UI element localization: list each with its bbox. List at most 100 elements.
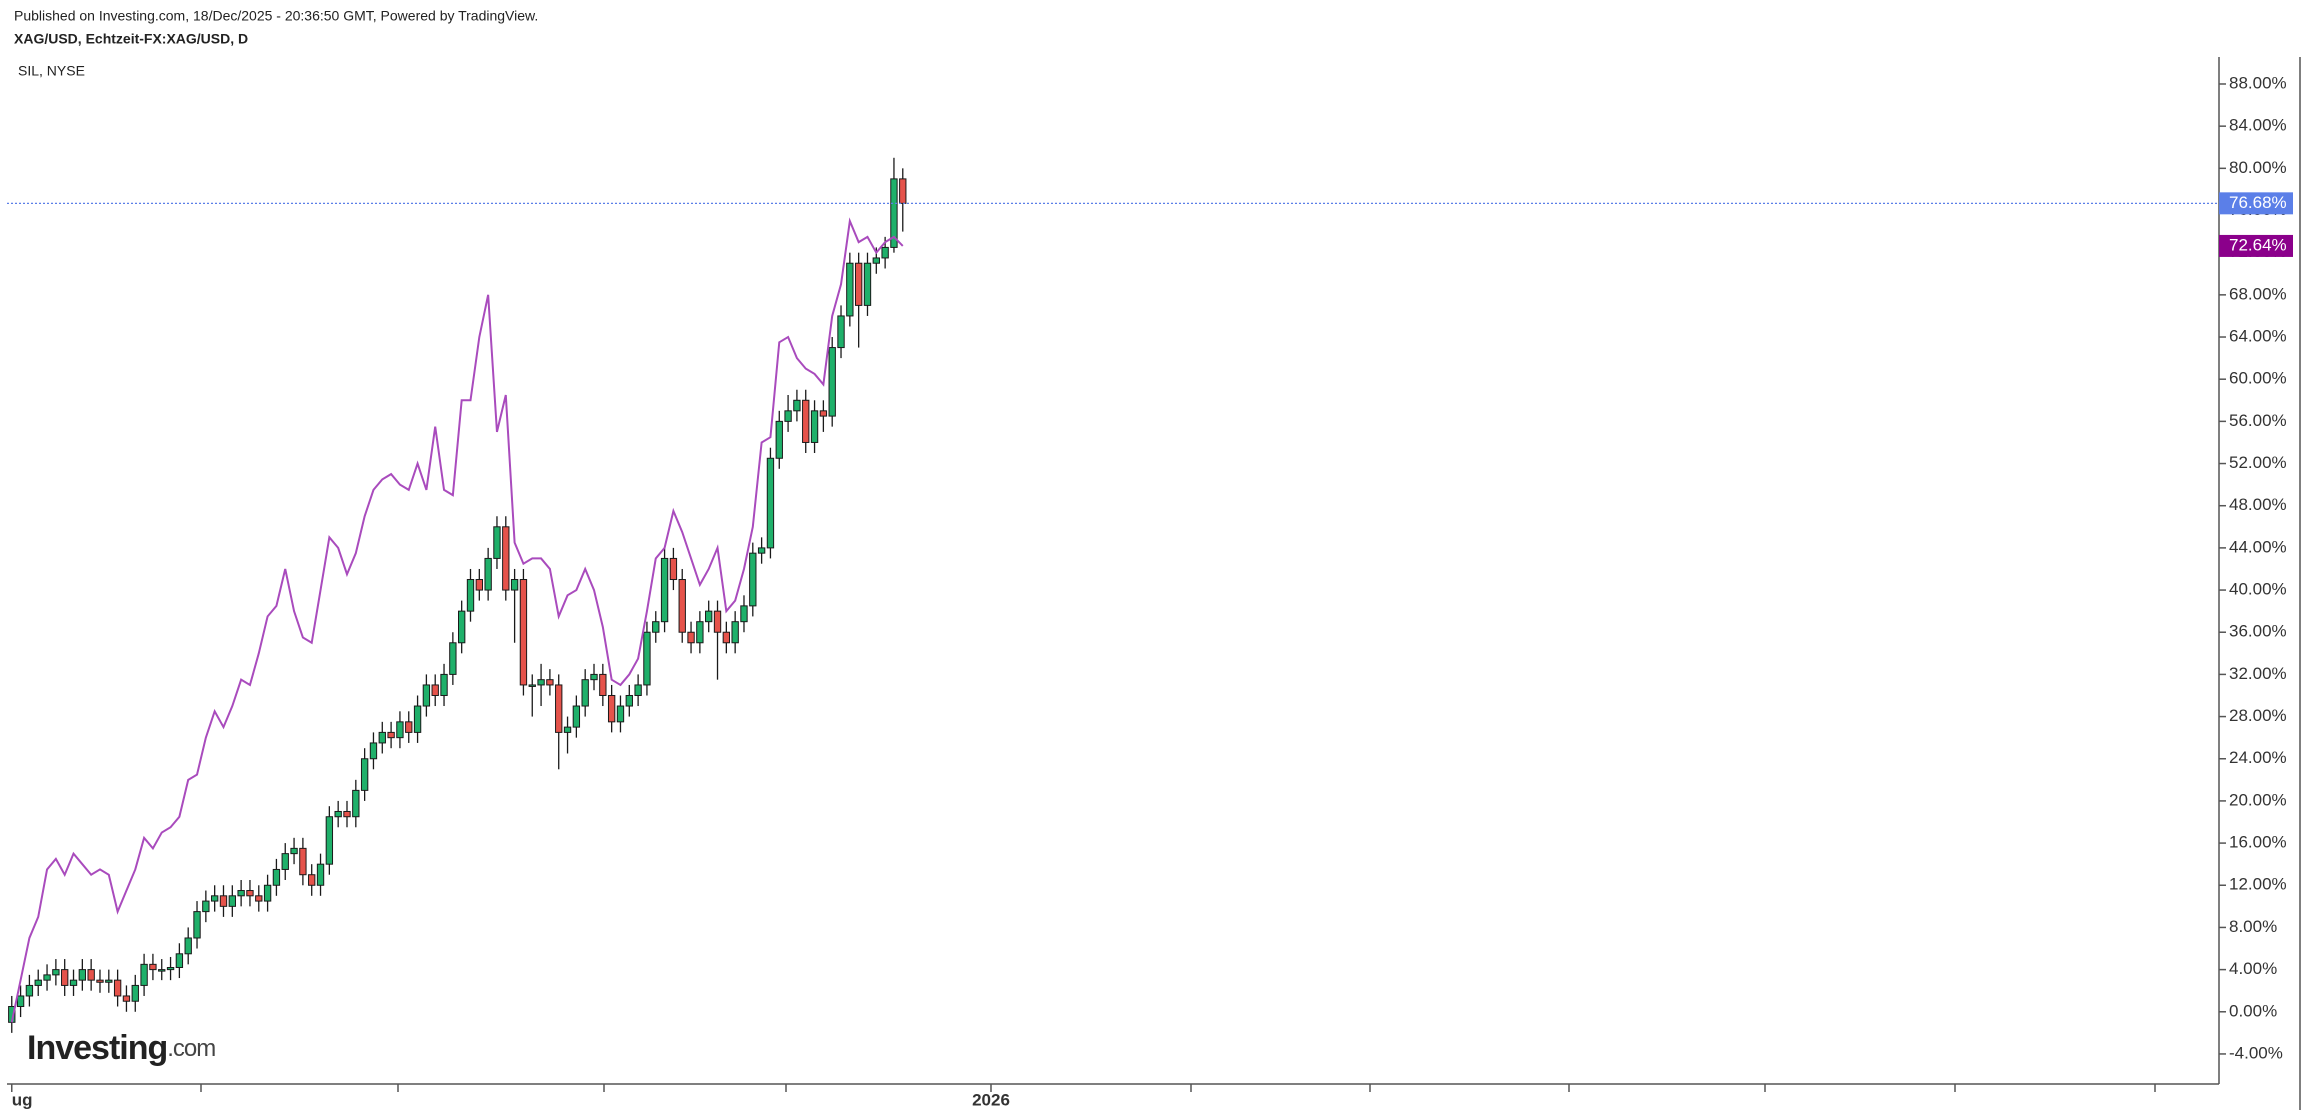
candle-body [396,721,404,739]
candle-body [458,610,466,644]
candle-body [784,410,792,422]
candle-body [113,979,122,997]
last-value-label: 72.64% [2229,235,2287,254]
candle-body [140,963,148,986]
x-tick-label: 2026 [972,1090,1010,1109]
y-tick-label: 56.00% [2229,411,2287,430]
y-tick-label: 64.00% [2229,327,2287,346]
compare-symbol: SIL, NYSE [18,63,85,79]
candle-body [378,731,386,744]
last-value-label: 76.68% [2229,193,2287,212]
candle-body [316,863,325,886]
candle-body [290,847,298,855]
candle-body [246,890,254,897]
candle-body [537,679,545,686]
candle-body [387,731,395,739]
candle-body [25,984,34,997]
x-minor-ticks [200,1084,2156,1092]
candle-body [334,810,342,818]
candle-body [493,526,501,559]
candle-body [625,694,633,707]
candle-body [828,347,836,417]
candle-body [696,621,704,644]
candle-body [669,557,678,581]
y-tick-label: 40.00% [2229,580,2287,599]
candle-body [705,610,713,623]
candle-body [431,684,439,696]
y-tick-label: -4.00% [2229,1043,2283,1062]
candle-body [837,315,845,349]
candle-body [175,953,184,968]
candle-body [660,557,669,623]
candle-body [678,579,686,633]
y-tick-label: 28.00% [2229,706,2287,725]
candle-body [484,557,492,591]
candle-body [122,995,131,1002]
candle-body [449,642,457,675]
candle-body [599,673,607,696]
candle-body [69,979,78,986]
candle-body [757,547,766,554]
candle-body [475,579,483,591]
candle-body [440,673,448,696]
candle-body [281,853,289,870]
published-note: Published on Investing.com, 18/Dec/2025 … [14,8,538,24]
candle-body [360,758,369,791]
candle-body [34,979,42,986]
y-tick-label: 20.00% [2229,790,2287,809]
main-symbol: XAG/USD, Echtzeit-FX:XAG/USD, D [14,31,248,47]
candle-body [722,631,731,644]
candles [11,157,904,1033]
y-tick-label: 88.00% [2229,73,2287,92]
candle-body [405,721,413,733]
last-value-badge [2219,192,2293,215]
x-tick-label: ug [12,1090,33,1109]
candle-body [149,963,157,971]
candle-body [87,969,95,981]
logo-text: Investing [27,1029,167,1067]
candle-body [890,178,898,248]
candle-body [581,679,589,707]
logo: Investing.com [27,1029,215,1067]
candle-body [184,937,192,955]
candle-body [793,399,801,412]
last-value-badge [2219,234,2293,257]
candle-body [616,705,625,723]
candle-body [78,969,87,981]
candle-body [343,810,351,818]
candle-body [263,884,272,902]
y-tick-label: 60.00% [2229,369,2287,388]
candle-body [643,631,651,686]
candle-body [131,984,139,1002]
y-tick-label: 80.00% [2229,158,2287,177]
candle-body [846,262,854,317]
candle-body [546,679,554,686]
candle-body [881,246,889,259]
candle-body [502,526,510,591]
candle-body [352,789,360,818]
candle-body [775,420,783,459]
candle-body [422,684,431,707]
y-tick-label: 84.00% [2229,116,2287,135]
candle-body [325,816,334,865]
candle-body [555,684,563,733]
y-tick-label: 36.00% [2229,622,2287,641]
candle-body [299,847,307,876]
y-tick-label: 0.00% [2229,1001,2277,1020]
candle-body [158,969,166,972]
candle-body [713,610,722,633]
logo-suffix: .com [167,1035,215,1062]
candle-body [519,579,528,686]
y-tick-label: 16.00% [2229,833,2287,852]
candle-body [652,621,660,633]
y-tick-label: 8.00% [2229,917,2277,936]
candle-body [193,911,201,939]
candle-body [572,705,581,728]
candle-body [607,694,616,723]
candle-body [237,890,245,897]
y-tick-label: 44.00% [2229,537,2287,556]
candle-body [255,895,263,902]
candle-body [740,605,748,623]
